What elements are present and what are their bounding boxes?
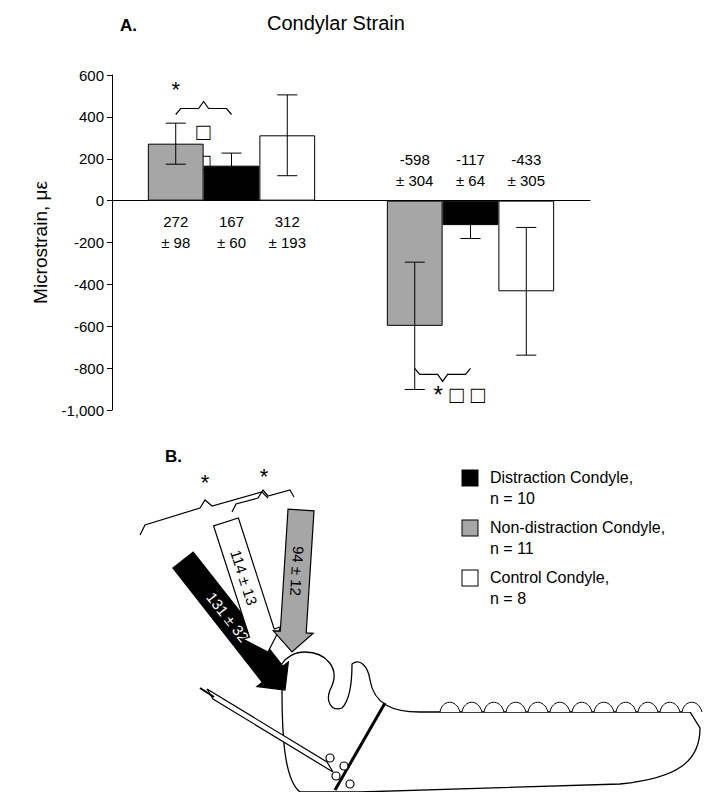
svg-text:Non-distraction Condyle,: Non-distraction Condyle, bbox=[490, 519, 665, 536]
svg-text:A.: A. bbox=[120, 16, 137, 35]
svg-text:-200: -200 bbox=[74, 234, 104, 251]
svg-text:± 305: ± 305 bbox=[508, 172, 545, 189]
svg-text:± 304: ± 304 bbox=[396, 172, 433, 189]
svg-text:114 ± 13: 114 ± 13 bbox=[227, 548, 261, 608]
svg-text:94 ± 12: 94 ± 12 bbox=[287, 546, 307, 597]
svg-text:n = 11: n = 11 bbox=[490, 540, 534, 557]
svg-text:400: 400 bbox=[79, 108, 104, 125]
svg-text:131 ± 32: 131 ± 32 bbox=[203, 589, 252, 645]
svg-text:± 193: ± 193 bbox=[269, 234, 306, 251]
svg-text:167: 167 bbox=[219, 213, 244, 230]
svg-text:* □ □: * □ □ bbox=[434, 381, 486, 408]
svg-text:312: 312 bbox=[275, 213, 300, 230]
svg-text:Microstrain, με: Microstrain, με bbox=[30, 181, 51, 304]
svg-text:0: 0 bbox=[96, 192, 104, 209]
svg-text:± 60: ± 60 bbox=[217, 234, 246, 251]
svg-text:200: 200 bbox=[79, 150, 104, 167]
svg-text:-600: -600 bbox=[74, 318, 104, 335]
svg-text:-117: -117 bbox=[456, 151, 485, 168]
svg-text:-433: -433 bbox=[511, 151, 541, 168]
svg-text:*: * bbox=[260, 464, 269, 489]
svg-text:Condylar Strain: Condylar Strain bbox=[267, 12, 405, 34]
svg-text:272: 272 bbox=[163, 213, 188, 230]
svg-text:n = 8: n = 8 bbox=[490, 590, 526, 607]
svg-text:B.: B. bbox=[165, 447, 182, 466]
svg-text:*: * bbox=[201, 470, 210, 495]
svg-text:± 98: ± 98 bbox=[161, 234, 190, 251]
svg-text:n = 10: n = 10 bbox=[490, 490, 535, 507]
svg-text:□: □ bbox=[196, 118, 211, 145]
svg-text:-800: -800 bbox=[74, 360, 104, 377]
svg-text:*: * bbox=[171, 77, 180, 102]
svg-text:-400: -400 bbox=[74, 276, 104, 293]
svg-text:-598: -598 bbox=[400, 151, 430, 168]
svg-text:± 64: ± 64 bbox=[456, 172, 485, 189]
svg-text:600: 600 bbox=[79, 67, 104, 84]
svg-text:Distraction Condyle,: Distraction Condyle, bbox=[490, 469, 633, 486]
svg-text:Control Condyle,: Control Condyle, bbox=[490, 569, 609, 586]
svg-text:-1,000: -1,000 bbox=[61, 402, 104, 419]
